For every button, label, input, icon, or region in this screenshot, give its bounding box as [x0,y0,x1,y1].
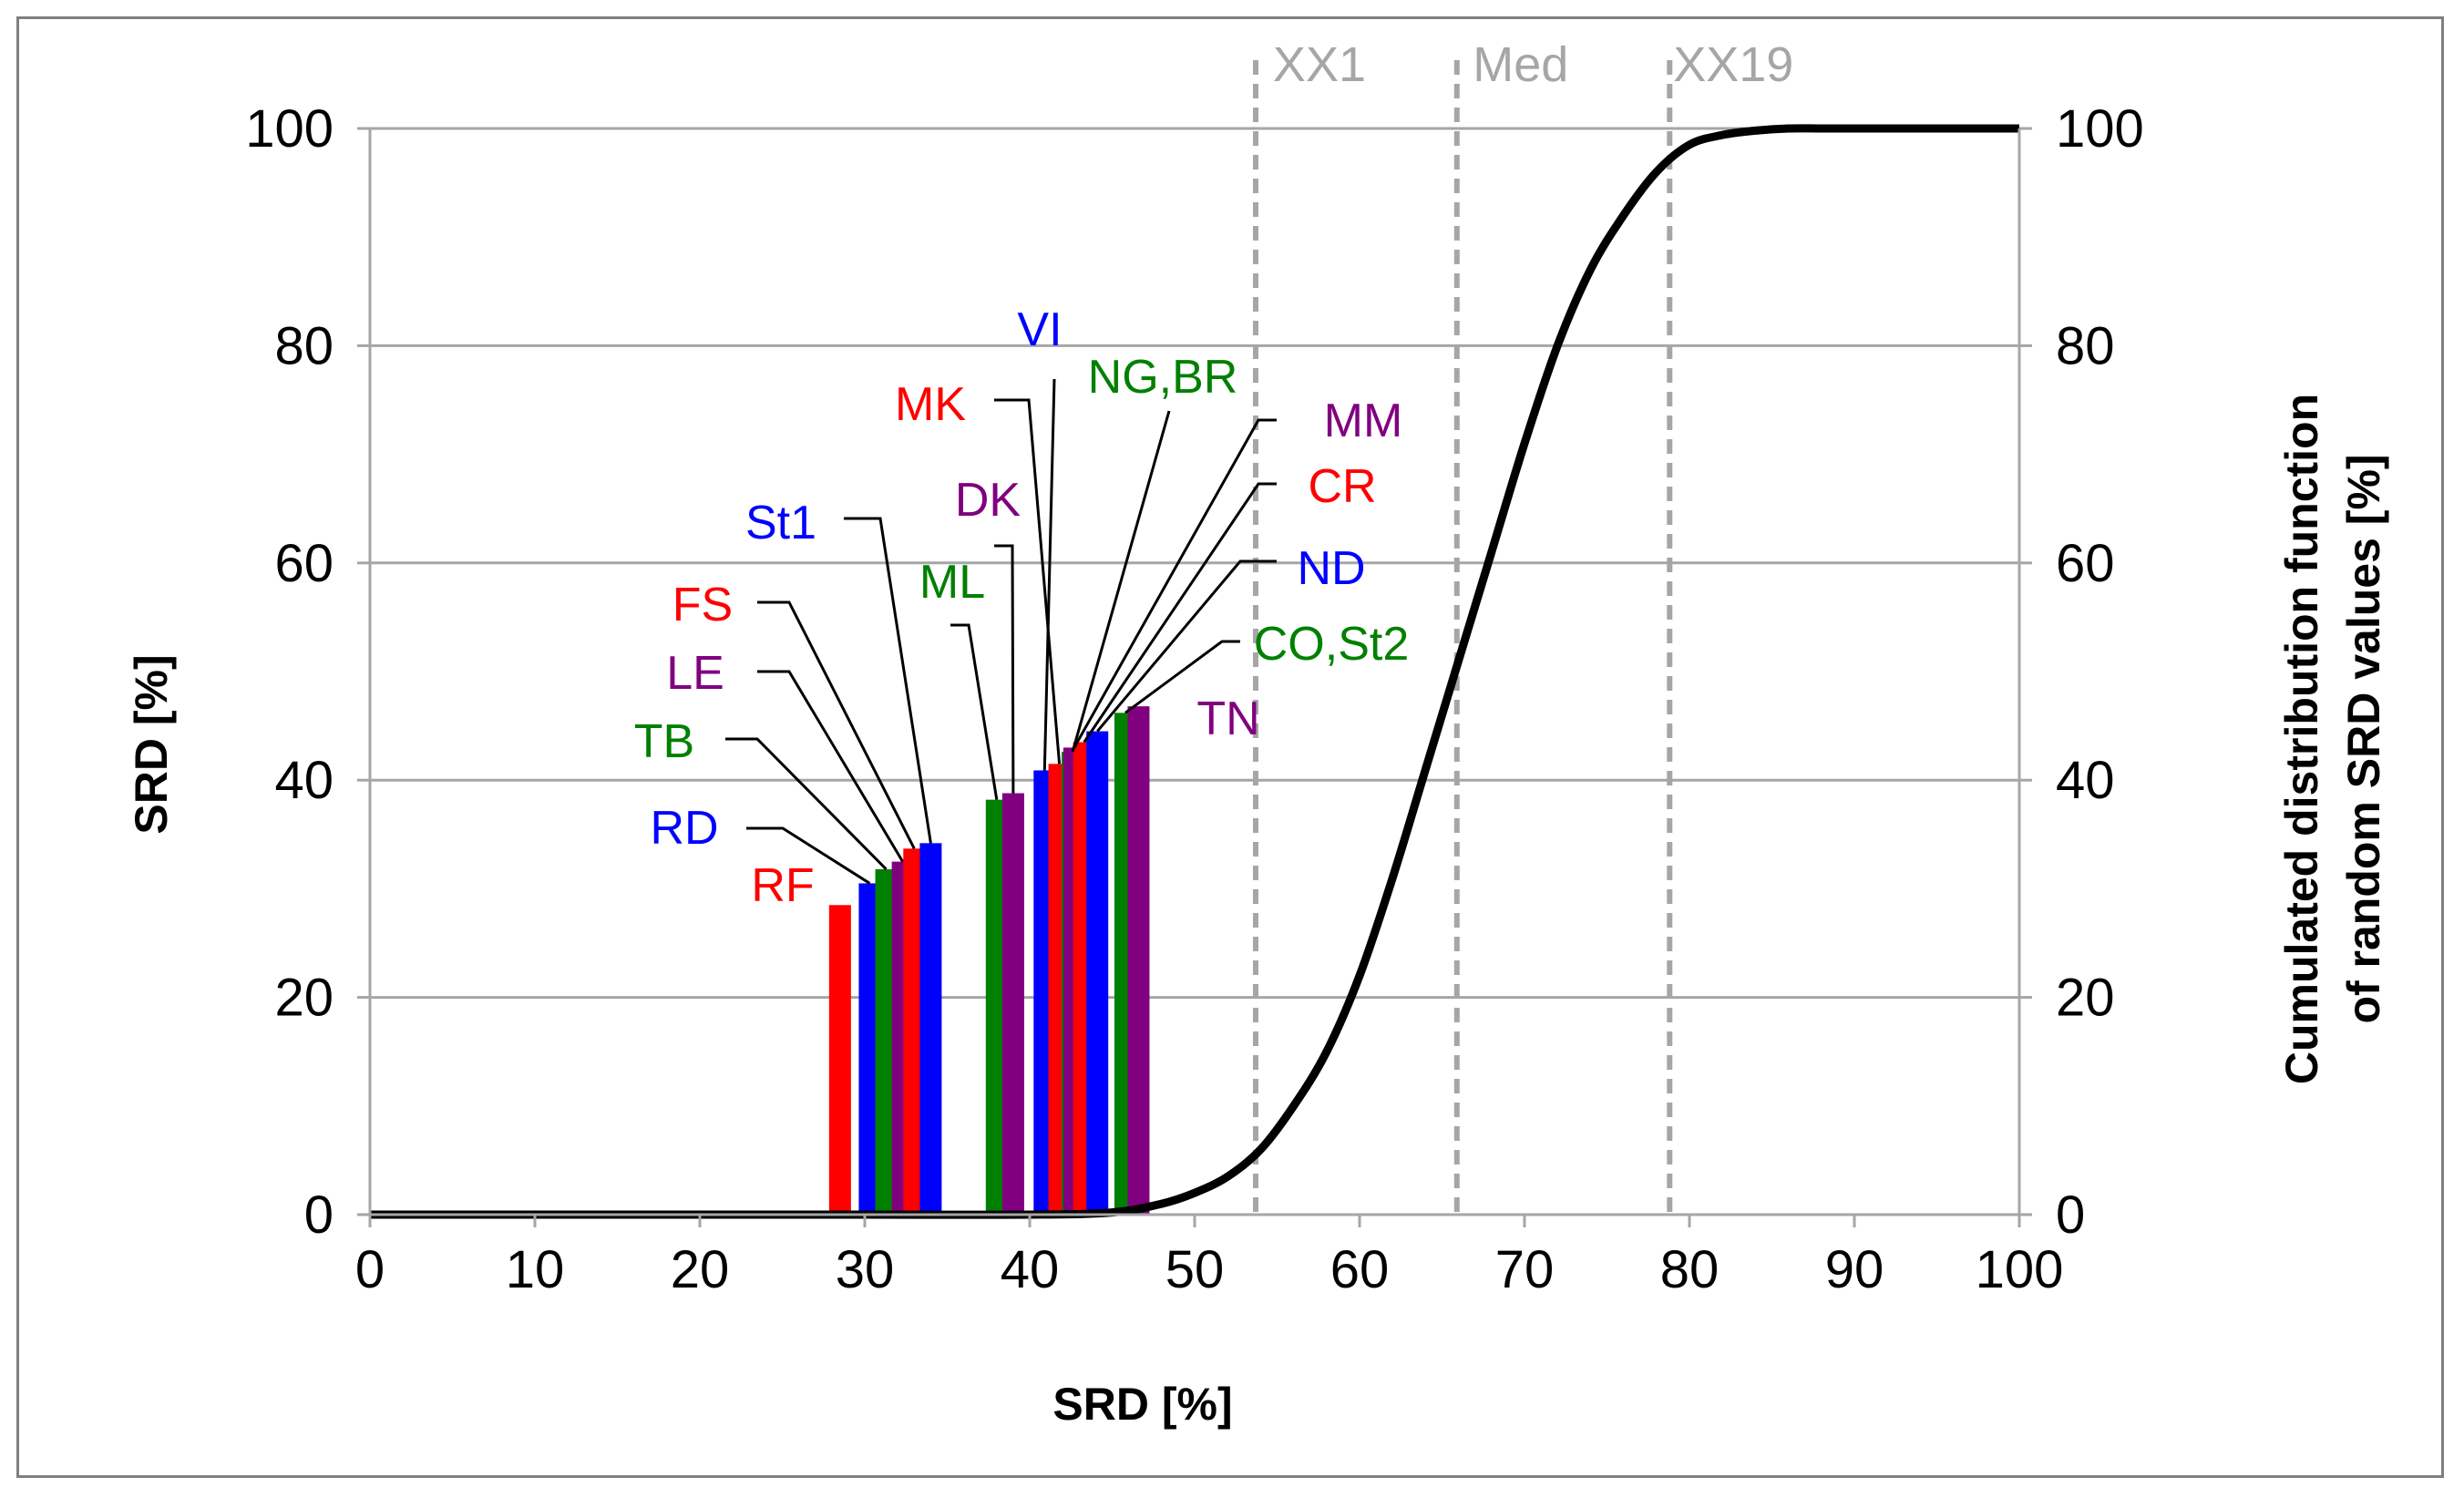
leader-line-mk [994,398,1062,764]
bar-tn [1127,706,1150,1215]
bar-label-nd: ND [1297,542,1365,595]
bar-label-ng-br: NG,BR [1088,351,1238,404]
bar-label-dk: DK [955,474,1022,527]
y2-tick-label: 40 [2056,751,2115,810]
cdf-curve-group [370,124,2019,1219]
leader-line-co-st2 [1124,640,1240,714]
leader-line-ng-br [1071,410,1171,753]
y-tick-label: 80 [274,316,334,375]
x-tick-label: 90 [1825,1240,1884,1299]
x-tick-label: 60 [1330,1240,1390,1299]
axis-titles: SRD [%] SRD [%] Cumulated distribution f… [126,394,2389,1430]
bar-label-rd: RD [650,802,718,855]
leader-line-dk [994,544,1015,794]
x-tick-label: 30 [836,1240,895,1299]
ref-label-xx1: XX1 [1273,37,1366,92]
bar-label-mk: MK [895,378,966,431]
y2-tick-label: 100 [2056,99,2144,159]
leader-line-cr [1083,482,1277,744]
bar-label-ml: ML [919,556,985,609]
chart-frame: XX1 Med XX19 RF RD TB LE FS St1 ML DK VI MK NG,BR MM C… [16,16,2444,1478]
leader-line-rd [746,826,871,885]
x-tick-label: 50 [1165,1240,1225,1299]
y-tick-label: 0 [304,1185,334,1245]
ref-label-xx19: XX19 [1673,37,1793,92]
bar-label-tb: TB [634,715,694,768]
x-axis-title: SRD [%] [1052,1379,1232,1430]
leader-line-fs [757,600,916,849]
bar-st1 [919,843,942,1215]
x-tick-label: 0 [355,1240,385,1299]
y2-tick-label: 0 [2056,1185,2085,1245]
x-tick-label: 100 [1976,1240,2064,1299]
y2-tick-label: 60 [2056,534,2115,593]
x-tick-label: 20 [671,1240,730,1299]
bar-label-co-st2: CO,St2 [1254,618,1410,671]
x-tick-label: 70 [1495,1240,1555,1299]
bar-label-st1: St1 [745,497,816,549]
bar-series [828,706,1150,1215]
leader-line-nd [1096,559,1277,733]
leader-line-ml [950,623,999,800]
y2-axis-title-line1: Cumulated distribution function [2276,394,2327,1084]
bar-label-tn: TN [1196,693,1259,745]
bar-dk [1001,793,1024,1215]
y-tick-label: 60 [274,534,334,593]
bar-label-fs: FS [672,579,733,631]
y2-tick-label: 80 [2056,316,2115,375]
y-tick-label: 20 [274,969,334,1028]
bar-label-vi: VI [1017,303,1062,356]
bar-nd [1086,731,1109,1215]
x-tick-label: 10 [506,1240,565,1299]
bar-label-le: LE [666,647,724,700]
leader-line-mm [1073,418,1277,749]
leader-line-st1 [844,517,932,844]
reference-lines: XX1 Med XX19 [1252,37,1793,1215]
x-tick-label: 80 [1660,1240,1720,1299]
bar-label-mm: MM [1324,395,1403,447]
y2-tick-label: 20 [2056,969,2115,1028]
leader-line-vi [1042,378,1056,771]
y-tick-label: 100 [245,99,334,159]
leader-line-tb [725,737,888,870]
bar-rf [828,905,851,1215]
label-leader-lines [725,378,1277,885]
cdf-curve [370,124,2019,1219]
gridlines [370,127,2019,1216]
x-tick-label: 40 [1001,1240,1060,1299]
axes [357,127,2032,1227]
leader-line-le [757,670,904,863]
y2-axis-title-line2: of random SRD values [%] [2338,454,2389,1023]
ref-label-med: Med [1473,37,1568,92]
y-tick-label: 40 [274,751,334,810]
bar-label-cr: CR [1308,460,1376,513]
y-axis-title: SRD [%] [126,654,177,834]
bar-label-rf: RF [751,859,814,912]
